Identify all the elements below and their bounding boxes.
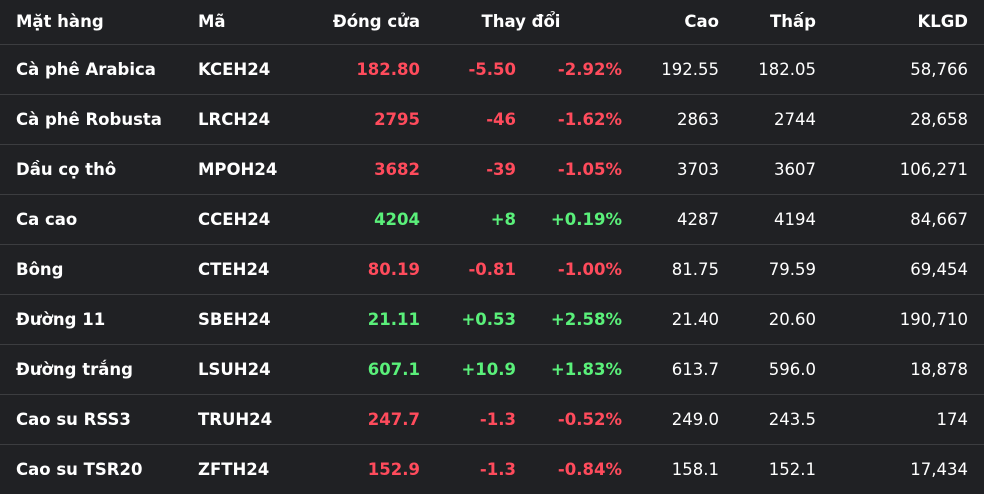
high-price: 4287: [677, 209, 719, 229]
percent-change: -0.52%: [557, 409, 622, 429]
close-price: 3682: [374, 159, 420, 179]
trading-volume: 58,766: [910, 59, 968, 79]
close-price: 152.9: [367, 459, 420, 479]
header-row: Mặt hàng Mã Đóng cửa Thay đổi Cao Thấp K…: [0, 0, 984, 44]
header-close[interactable]: Đóng cửa: [332, 12, 420, 32]
header-high[interactable]: Cao: [684, 12, 719, 32]
high-price: 2863: [677, 109, 719, 129]
header-name[interactable]: Mặt hàng: [16, 12, 104, 32]
close-price: 21.11: [367, 309, 420, 329]
trading-volume: 174: [936, 409, 969, 429]
low-price: 182.05: [758, 59, 816, 79]
percent-change: -0.84%: [557, 459, 622, 479]
high-price: 3703: [677, 159, 719, 179]
commodity-code: CTEH24: [198, 259, 270, 279]
trading-volume: 17,434: [910, 459, 968, 479]
table-row[interactable]: Bông CTEH24 80.19 -0.81 -1.00% 81.75 79.59 69,4…: [0, 244, 984, 294]
table-row[interactable]: Cao su TSR20 ZFTH24 152.9 -1.3 -0.84% 158.1 15…: [0, 444, 984, 494]
high-price: 249.0: [671, 409, 719, 429]
low-price: 152.1: [768, 459, 816, 479]
trading-volume: 69,454: [910, 259, 968, 279]
price-change: -5.50: [468, 59, 516, 79]
trading-volume: 84,667: [910, 209, 968, 229]
trading-volume: 190,710: [899, 309, 968, 329]
close-price: 2795: [374, 109, 420, 129]
commodity-code: SBEH24: [198, 309, 271, 329]
high-price: 613.7: [671, 359, 719, 379]
percent-change: -1.00%: [557, 259, 622, 279]
price-change: +0.53: [461, 309, 516, 329]
close-price: 607.1: [367, 359, 420, 379]
price-change: -1.3: [479, 409, 516, 429]
commodity-name: Dầu cọ thô: [16, 159, 117, 179]
commodity-code: CCEH24: [198, 209, 271, 229]
price-change: +8: [490, 209, 516, 229]
close-price: 80.19: [367, 259, 420, 279]
low-price: 243.5: [768, 409, 816, 429]
table-row[interactable]: Cao su RSS3 TRUH24 247.7 -1.3 -0.52% 249.0 243…: [0, 394, 984, 444]
price-change: -1.3: [479, 459, 516, 479]
low-price: 3607: [774, 159, 816, 179]
table-row[interactable]: Dầu cọ thô MPOH24 3682 -39 -1.05% 3703 3607 106…: [0, 144, 984, 194]
high-price: 81.75: [671, 259, 719, 279]
commodity-name: Cao su RSS3: [16, 409, 131, 429]
header-low[interactable]: Thấp: [770, 12, 816, 32]
low-price: 2744: [774, 109, 816, 129]
commodity-name: Cà phê Robusta: [16, 109, 162, 129]
percent-change: +0.19%: [550, 209, 622, 229]
low-price: 596.0: [768, 359, 816, 379]
commodity-name: Cao su TSR20: [16, 459, 143, 479]
commodity-code: ZFTH24: [198, 459, 270, 479]
price-change: -0.81: [468, 259, 516, 279]
commodity-name: Ca cao: [16, 209, 78, 229]
table-row[interactable]: Ca cao CCEH24 4204 +8 +0.19% 4287 4194 84,667: [0, 194, 984, 244]
low-price: 20.60: [768, 309, 816, 329]
percent-change: +2.58%: [550, 309, 622, 329]
header-volume[interactable]: KLGD: [917, 12, 968, 32]
table-row[interactable]: Đường 11 SBEH24 21.11 +0.53 +2.58% 21.40 20.60…: [0, 294, 984, 344]
trading-volume: 28,658: [910, 109, 968, 129]
table-row[interactable]: Cà phê Robusta LRCH24 2795 -46 -1.62% 2863 274…: [0, 94, 984, 144]
percent-change: -1.05%: [557, 159, 622, 179]
table-row[interactable]: Đường trắng LSUH24 607.1 +10.9 +1.83% 613.7 59…: [0, 344, 984, 394]
price-change: +10.9: [461, 359, 516, 379]
commodity-name: Cà phê Arabica: [16, 59, 156, 79]
table-row[interactable]: Cà phê Arabica KCEH24 182.80 -5.50 -2.92% 192…: [0, 44, 984, 94]
header-code[interactable]: Mã: [198, 12, 226, 32]
table-body: Cà phê Arabica KCEH24 182.80 -5.50 -2.92% 192…: [0, 44, 984, 494]
low-price: 79.59: [768, 259, 816, 279]
commodity-name: Đường 11: [16, 309, 106, 329]
trading-volume: 106,271: [899, 159, 968, 179]
commodity-code: MPOH24: [198, 159, 278, 179]
high-price: 192.55: [661, 59, 719, 79]
commodity-code: LRCH24: [198, 109, 271, 129]
commodity-name: Đường trắng: [16, 359, 133, 379]
close-price: 4204: [374, 209, 420, 229]
trading-volume: 18,878: [910, 359, 968, 379]
percent-change: -1.62%: [557, 109, 622, 129]
commodity-name: Bông: [16, 259, 64, 279]
price-change: -46: [486, 109, 516, 129]
table-header: Mặt hàng Mã Đóng cửa Thay đổi Cao Thấp K…: [0, 0, 984, 44]
header-change[interactable]: Thay đổi: [481, 12, 561, 32]
percent-change: +1.83%: [550, 359, 622, 379]
price-change: -39: [486, 159, 516, 179]
commodity-code: KCEH24: [198, 59, 271, 79]
close-price: 247.7: [367, 409, 420, 429]
close-price: 182.80: [356, 59, 420, 79]
low-price: 4194: [774, 209, 816, 229]
commodity-code: TRUH24: [198, 409, 273, 429]
commodity-code: LSUH24: [198, 359, 271, 379]
high-price: 21.40: [671, 309, 719, 329]
percent-change: -2.92%: [557, 59, 622, 79]
high-price: 158.1: [671, 459, 719, 479]
